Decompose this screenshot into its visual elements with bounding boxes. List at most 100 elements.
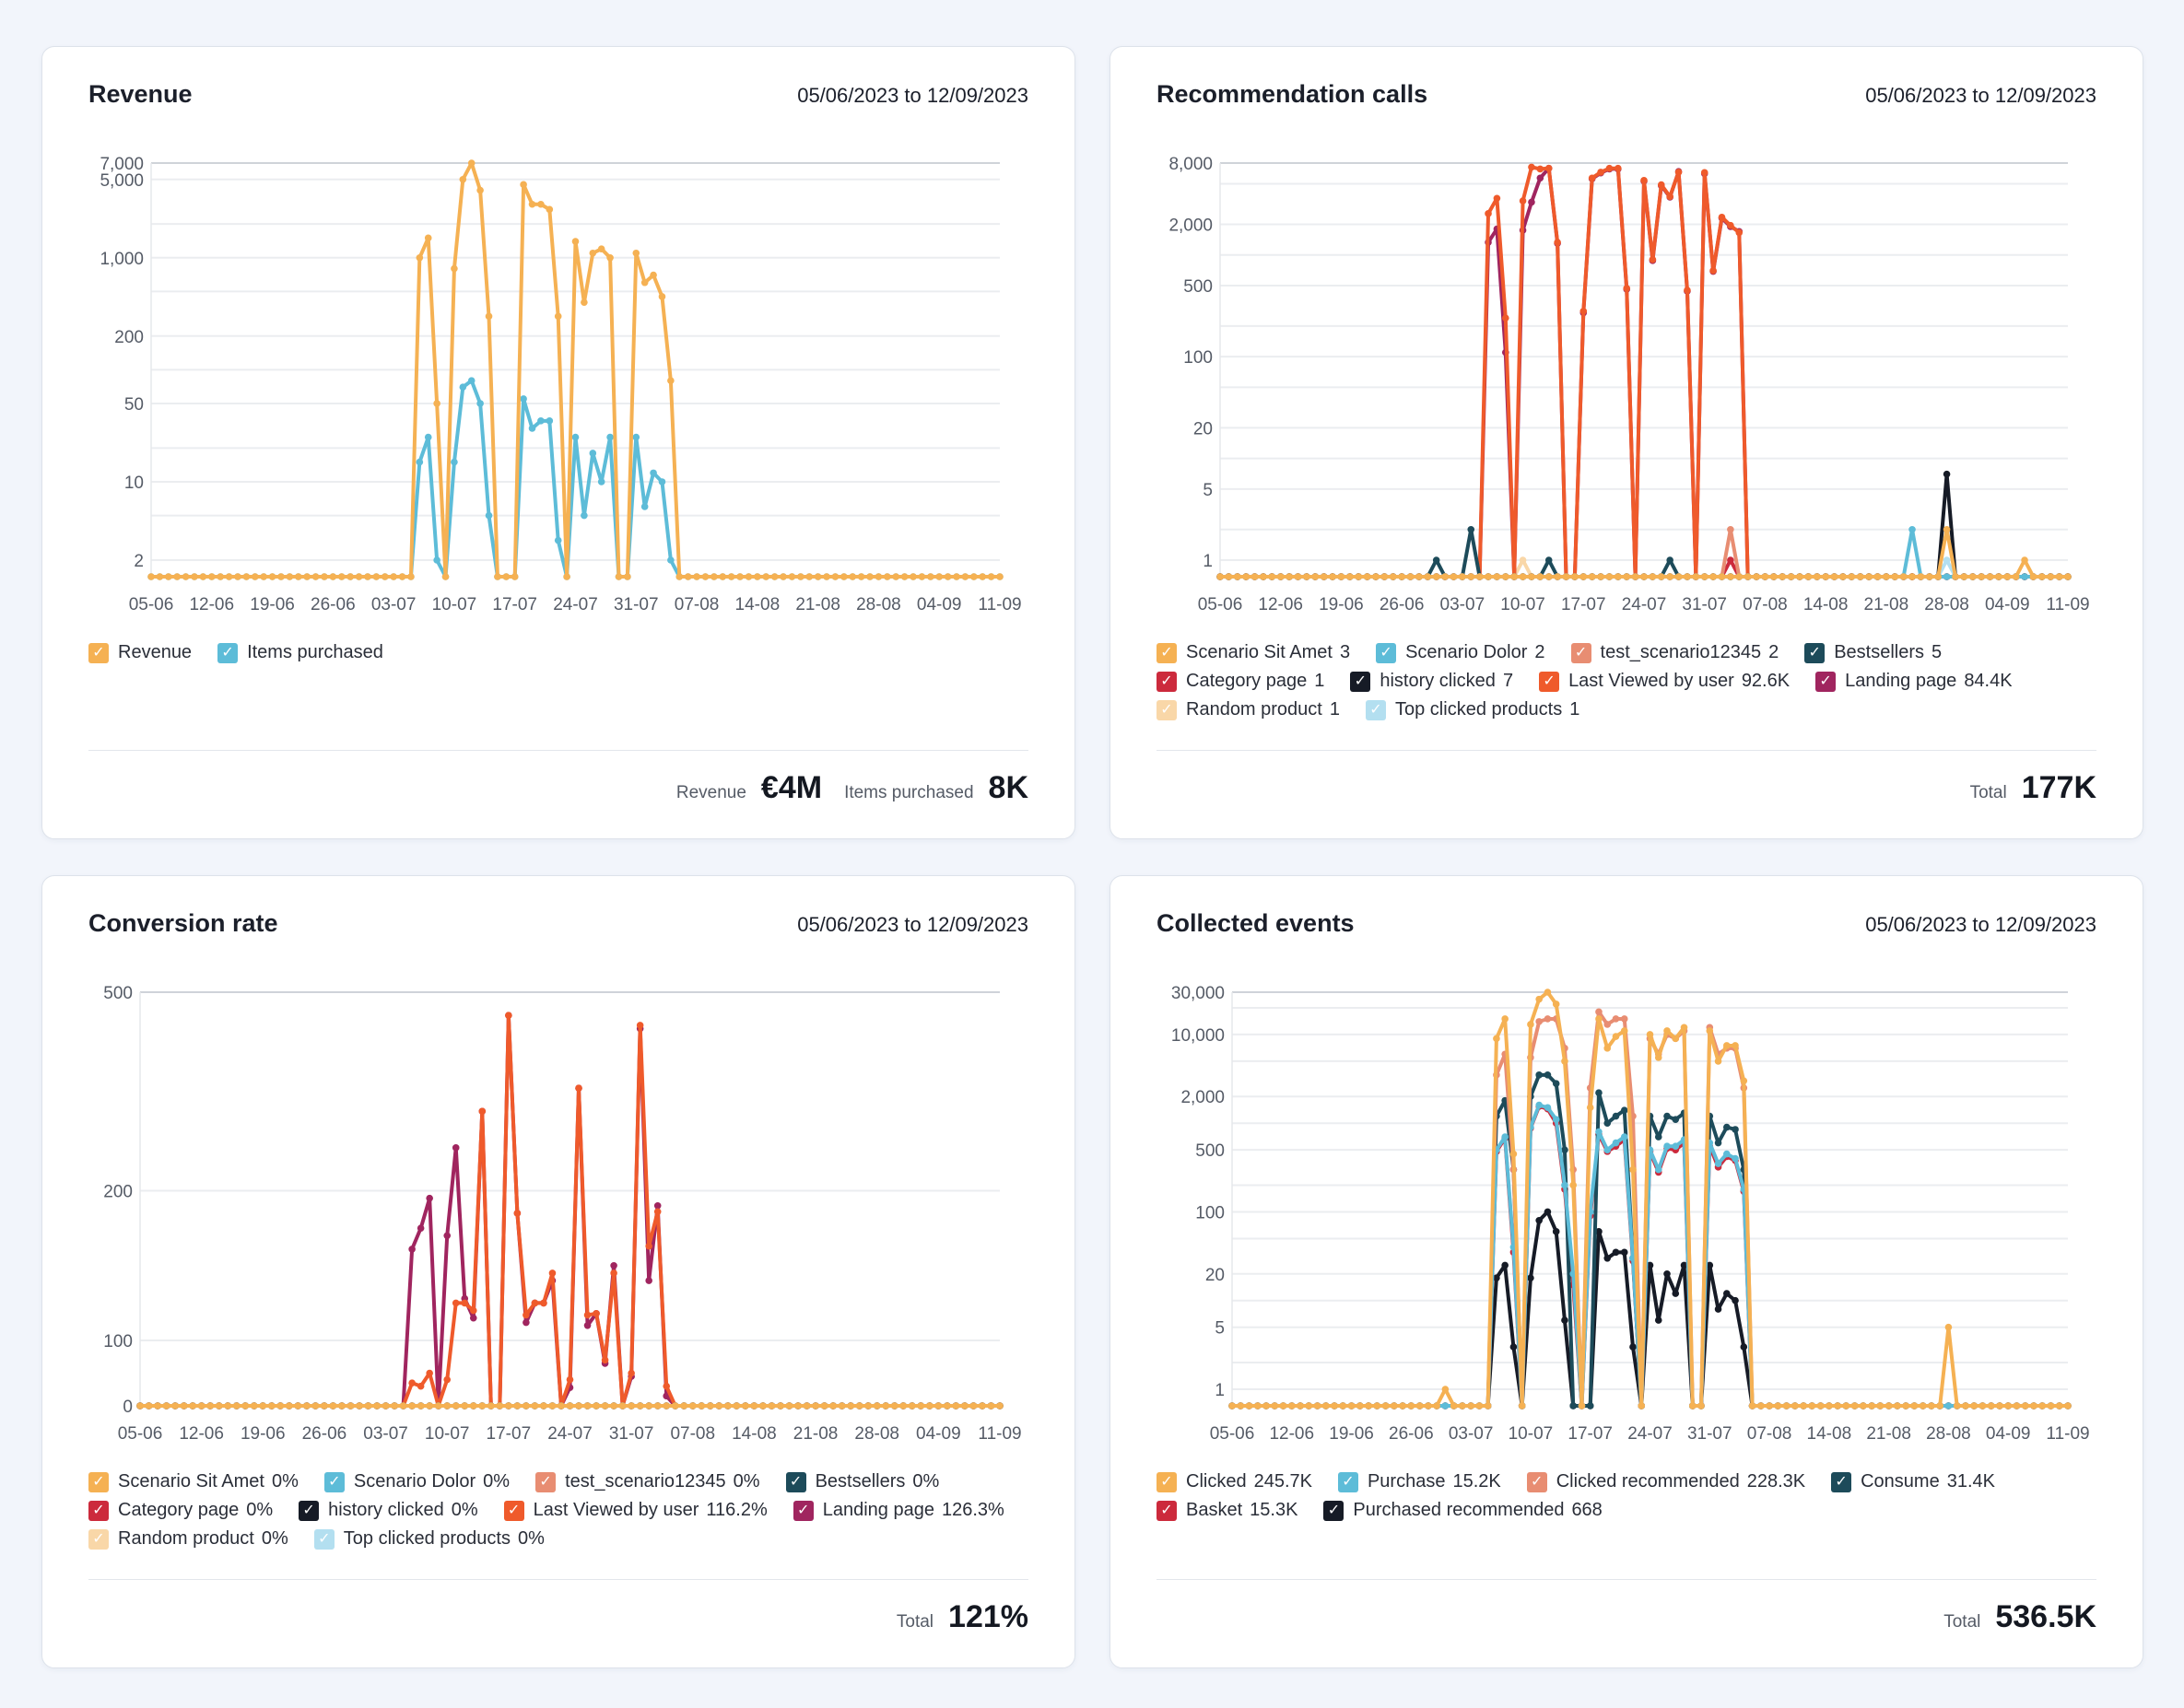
data-point[interactable]: [667, 377, 675, 384]
data-point[interactable]: [1535, 995, 1543, 1003]
data-point[interactable]: [1544, 1015, 1552, 1023]
data-point[interactable]: [632, 249, 640, 257]
data-point[interactable]: [969, 1402, 978, 1410]
data-point[interactable]: [1908, 573, 1916, 580]
checkbox-checked-icon[interactable]: ✓: [793, 1500, 814, 1521]
data-point[interactable]: [2055, 1402, 2063, 1410]
data-point[interactable]: [653, 1201, 662, 1210]
data-point[interactable]: [1536, 165, 1544, 173]
data-point[interactable]: [1363, 573, 1371, 580]
data-point[interactable]: [451, 264, 458, 273]
data-point[interactable]: [434, 1402, 442, 1410]
data-point[interactable]: [777, 1402, 784, 1410]
data-point[interactable]: [461, 1299, 469, 1307]
checkbox-checked-icon[interactable]: ✓: [535, 1471, 557, 1492]
data-point[interactable]: [346, 573, 354, 580]
data-point[interactable]: [1407, 1402, 1415, 1410]
data-point[interactable]: [513, 1402, 522, 1410]
data-point[interactable]: [797, 573, 804, 580]
data-point[interactable]: [658, 293, 666, 300]
data-point[interactable]: [987, 1402, 995, 1410]
data-point[interactable]: [1294, 573, 1302, 580]
legend-item[interactable]: ✓ Purchase 15.2K: [1337, 1471, 1501, 1492]
data-point[interactable]: [1891, 573, 1899, 580]
data-point[interactable]: [426, 1194, 433, 1202]
data-point[interactable]: [1936, 1402, 1943, 1410]
data-point[interactable]: [1876, 1402, 1885, 1410]
data-point[interactable]: [944, 1402, 951, 1410]
data-point[interactable]: [1544, 989, 1552, 996]
data-point[interactable]: [1757, 1402, 1765, 1410]
data-point[interactable]: [1544, 164, 1553, 172]
data-point[interactable]: [597, 478, 605, 485]
data-point[interactable]: [540, 1299, 547, 1307]
data-point[interactable]: [805, 573, 814, 580]
data-point[interactable]: [443, 1402, 452, 1410]
data-point[interactable]: [1391, 1402, 1398, 1410]
data-point[interactable]: [171, 1402, 179, 1410]
data-point[interactable]: [511, 573, 519, 580]
data-point[interactable]: [2047, 573, 2055, 580]
date-range[interactable]: 05/06/2023 to 12/09/2023: [797, 913, 1028, 936]
data-point[interactable]: [469, 1306, 477, 1315]
data-point[interactable]: [1459, 1402, 1466, 1410]
data-point[interactable]: [1441, 1386, 1450, 1393]
data-point[interactable]: [601, 1402, 609, 1410]
data-point[interactable]: [1706, 1027, 1714, 1035]
date-range[interactable]: 05/06/2023 to 12/09/2023: [1865, 913, 2096, 936]
data-point[interactable]: [650, 271, 657, 279]
data-point[interactable]: [476, 400, 484, 407]
data-point[interactable]: [1722, 1150, 1731, 1158]
data-point[interactable]: [1432, 573, 1440, 580]
data-point[interactable]: [1441, 573, 1449, 580]
data-point[interactable]: [1528, 573, 1535, 580]
data-point[interactable]: [820, 1402, 828, 1410]
data-point[interactable]: [636, 1022, 644, 1029]
data-point[interactable]: [182, 573, 190, 580]
checkbox-checked-icon[interactable]: ✓: [323, 1471, 345, 1492]
data-point[interactable]: [1450, 573, 1458, 580]
data-point[interactable]: [1381, 1402, 1390, 1410]
data-point[interactable]: [1433, 1402, 1440, 1410]
data-point[interactable]: [546, 205, 554, 214]
data-point[interactable]: [1450, 1402, 1458, 1410]
data-point[interactable]: [1804, 573, 1813, 580]
data-point[interactable]: [1493, 1274, 1500, 1281]
data-point[interactable]: [1544, 1104, 1552, 1112]
data-point[interactable]: [1654, 1316, 1662, 1324]
data-point[interactable]: [601, 1356, 609, 1364]
data-point[interactable]: [840, 573, 848, 580]
data-point[interactable]: [416, 253, 424, 262]
data-point[interactable]: [1654, 1165, 1662, 1174]
data-point[interactable]: [1597, 169, 1604, 176]
data-point[interactable]: [663, 1382, 671, 1390]
data-point[interactable]: [1237, 1402, 1245, 1410]
data-point[interactable]: [1519, 197, 1527, 205]
data-point[interactable]: [615, 573, 623, 580]
data-point[interactable]: [1709, 573, 1717, 580]
data-point[interactable]: [645, 1402, 652, 1410]
data-point[interactable]: [1978, 573, 1985, 580]
checkbox-checked-icon[interactable]: ✓: [1157, 642, 1177, 663]
data-point[interactable]: [1654, 1054, 1662, 1061]
data-point[interactable]: [1700, 573, 1708, 580]
checkbox-checked-icon[interactable]: ✓: [88, 1528, 109, 1550]
data-point[interactable]: [1329, 573, 1336, 580]
data-point[interactable]: [554, 536, 562, 544]
data-point[interactable]: [1441, 1402, 1450, 1410]
data-point[interactable]: [1216, 573, 1224, 580]
data-point[interactable]: [719, 573, 727, 580]
data-point[interactable]: [1722, 1290, 1731, 1297]
checkbox-checked-icon[interactable]: ✓: [1157, 699, 1177, 720]
data-point[interactable]: [645, 1277, 652, 1284]
data-point[interactable]: [1620, 1133, 1628, 1141]
data-point[interactable]: [1356, 1402, 1364, 1410]
data-point[interactable]: [452, 1144, 460, 1152]
checkbox-checked-icon[interactable]: ✓: [299, 1500, 320, 1521]
data-point[interactable]: [469, 1402, 477, 1410]
legend-item[interactable]: ✓ Landing page 126.3%: [793, 1500, 1004, 1521]
legend-item[interactable]: ✓ Items purchased: [217, 642, 383, 663]
data-point[interactable]: [1740, 1343, 1748, 1351]
data-point[interactable]: [2021, 556, 2028, 564]
data-point[interactable]: [232, 1402, 241, 1410]
